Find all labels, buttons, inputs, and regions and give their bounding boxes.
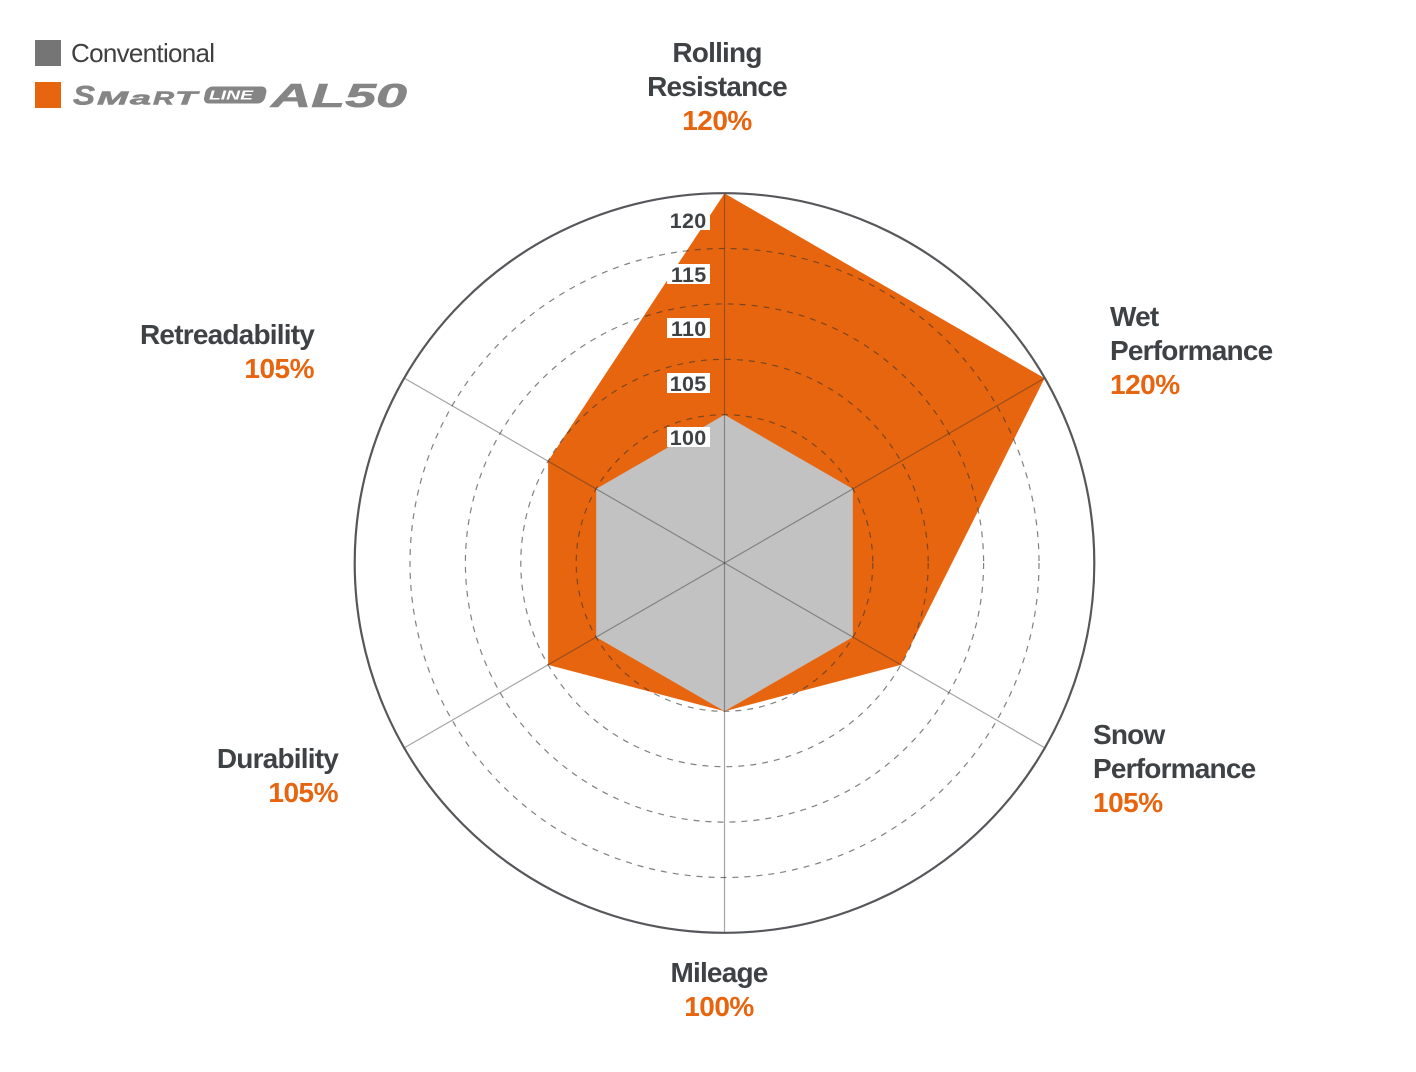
svg-text:a: a — [130, 88, 151, 109]
svg-text:R: R — [153, 88, 175, 109]
svg-text:110: 110 — [671, 317, 707, 341]
svg-text:LINE: LINE — [209, 89, 254, 103]
svg-text:100: 100 — [670, 426, 707, 450]
svg-text:AL50: AL50 — [269, 77, 408, 114]
svg-text:T: T — [175, 88, 200, 109]
svg-text:105: 105 — [670, 372, 707, 396]
svg-text:120: 120 — [670, 209, 707, 233]
svg-text:115: 115 — [671, 263, 707, 287]
svg-text:M: M — [97, 88, 129, 109]
svg-text:S: S — [73, 81, 95, 111]
